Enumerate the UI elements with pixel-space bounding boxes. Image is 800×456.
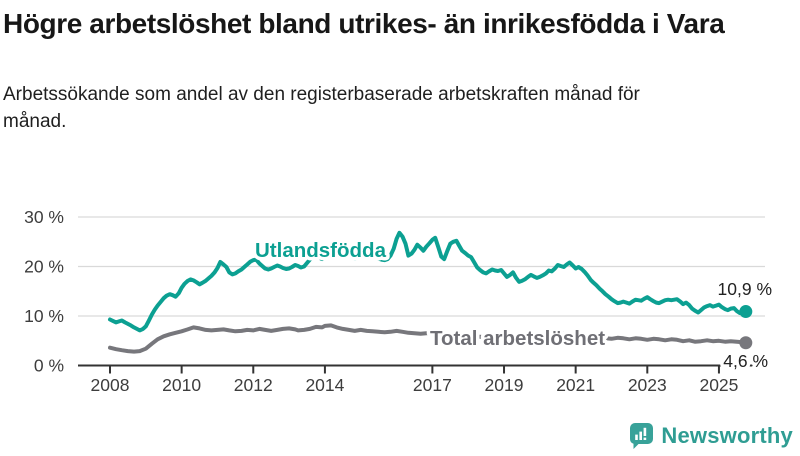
- series-lines: [108, 230, 748, 354]
- y-tick-label: 0 %: [34, 356, 64, 376]
- x-axis: 2008 2010 2012 2014 2017 2019 2021 2023 2025: [78, 364, 765, 395]
- x-tick-label: 2008: [91, 375, 130, 395]
- brand-name: Newsworthy: [661, 423, 793, 448]
- chart-header: Högre arbetslöshet bland utrikes- än inr…: [0, 6, 800, 135]
- series-end-value-label: 10,9 %: [718, 279, 772, 299]
- x-tick-label: 2010: [162, 375, 201, 395]
- series-line-utlandsfodda: [108, 230, 748, 333]
- series-line-total: [108, 323, 748, 354]
- unemployment-line-chart: 0 % 10 % 20 % 30 % 2008 2010 2012 2014 2017 2019…: [24, 207, 776, 395]
- y-gridlines: [78, 216, 765, 317]
- y-tick-label: 20 %: [24, 257, 64, 277]
- x-tick-label: 2021: [556, 375, 595, 395]
- series-end-dot: [739, 336, 753, 350]
- x-tick-label: 2017: [413, 375, 452, 395]
- series-name-label: Total arbetslöshet: [430, 327, 605, 350]
- newsworthy-logo-icon: [630, 423, 654, 449]
- x-tick-label: 2012: [234, 375, 273, 395]
- x-tick-label: 2014: [305, 375, 344, 395]
- series-end-value-label: 4,6 %: [723, 351, 768, 371]
- x-tick-label: 2019: [485, 375, 524, 395]
- y-tick-label: 30 %: [24, 207, 64, 227]
- newsworthy-logo[interactable]: Newsworthy: [629, 422, 793, 450]
- chart-subtitle: Arbetssökande som andel av den registerb…: [3, 83, 640, 132]
- y-axis-labels: 0 % 10 % 20 % 30 %: [24, 207, 64, 376]
- series-end-dot: [739, 305, 753, 319]
- series-labels: Total arbetslöshet 4,6 % Utlandsfödda 10,9 …: [252, 236, 776, 375]
- page-title: Högre arbetslöshet bland utrikes- än inr…: [3, 8, 725, 39]
- x-tick-label: 2025: [699, 375, 738, 395]
- x-tick-label: 2023: [628, 375, 667, 395]
- series-name-label: Utlandsfödda: [255, 239, 387, 262]
- y-tick-label: 10 %: [24, 306, 64, 326]
- news-graphic: Högre arbetslöshet bland utrikes- än inr…: [0, 6, 800, 456]
